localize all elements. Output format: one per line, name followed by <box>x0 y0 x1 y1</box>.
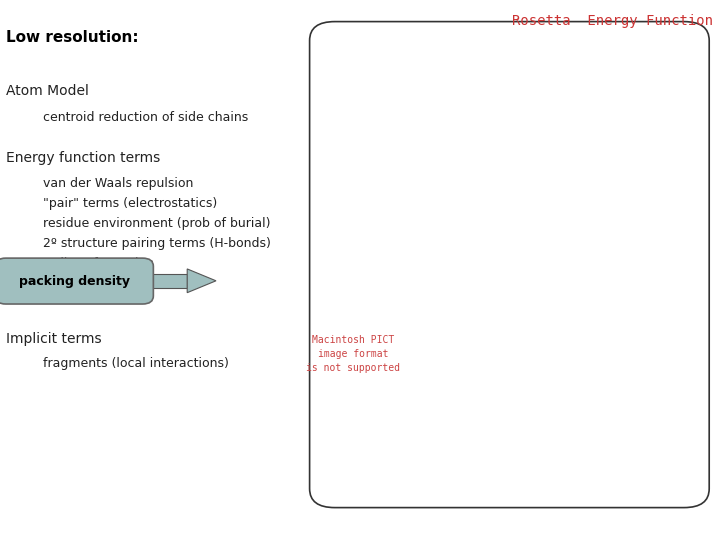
FancyBboxPatch shape <box>0 258 153 304</box>
Text: Implicit terms: Implicit terms <box>6 332 102 346</box>
Text: Low resolution:: Low resolution: <box>6 30 138 45</box>
Text: Rosetta  Energy Function: Rosetta Energy Function <box>512 14 713 28</box>
Text: Atom Model: Atom Model <box>6 84 89 98</box>
FancyBboxPatch shape <box>310 22 709 508</box>
Polygon shape <box>187 269 216 293</box>
Text: residue environment (prob of burial): residue environment (prob of burial) <box>43 217 271 230</box>
Text: centroid reduction of side chains: centroid reduction of side chains <box>43 111 248 124</box>
Text: Energy function terms: Energy function terms <box>6 151 160 165</box>
Text: van der Waals repulsion: van der Waals repulsion <box>43 177 194 190</box>
Text: 2º structure pairing terms (H-bonds): 2º structure pairing terms (H-bonds) <box>43 237 271 250</box>
Text: Macintosh PICT
image format
is not supported: Macintosh PICT image format is not suppo… <box>306 335 400 373</box>
Polygon shape <box>148 274 187 288</box>
Text: "pair" terms (electrostatics): "pair" terms (electrostatics) <box>43 197 217 210</box>
Text: radius of gyration: radius of gyration <box>43 257 154 270</box>
Text: packing density: packing density <box>19 274 130 288</box>
Text: fragments (local interactions): fragments (local interactions) <box>43 357 229 370</box>
